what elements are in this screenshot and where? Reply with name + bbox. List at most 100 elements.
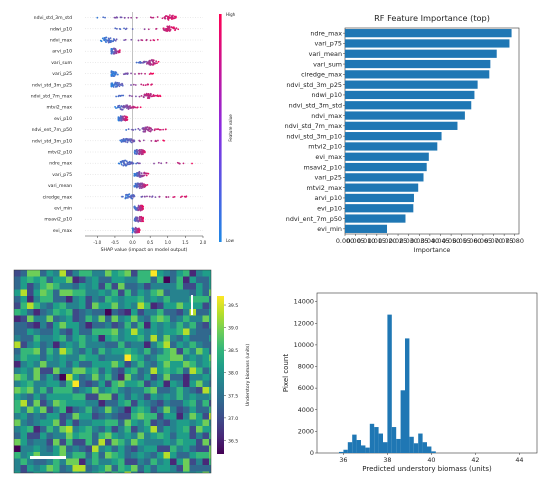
map-cell (98, 393, 105, 400)
map-cell (170, 302, 177, 309)
map-cell (137, 367, 144, 374)
map-cell (196, 419, 203, 426)
map-cell (170, 296, 177, 303)
map-cell (79, 445, 86, 452)
map-cell (118, 296, 125, 303)
map-cell (202, 341, 209, 348)
map-cell (170, 445, 177, 452)
map-cell (105, 328, 112, 335)
y-tick-label: 6000 (298, 384, 314, 392)
map-cell (137, 393, 144, 400)
shap-point (136, 229, 139, 231)
shap-point (141, 219, 144, 222)
map-cell (202, 465, 209, 472)
map-cell (53, 367, 60, 374)
map-cell (176, 387, 183, 394)
map-cell (33, 458, 40, 465)
map-cell (144, 276, 151, 283)
shap-point (154, 128, 156, 131)
shap-point (173, 195, 176, 198)
map-cell (157, 302, 164, 309)
map-cell (33, 439, 40, 446)
map-cell (85, 406, 92, 413)
shap-point (132, 229, 134, 232)
map-cell (118, 335, 125, 342)
x-tick-label: 38 (383, 456, 391, 464)
map-cell (131, 374, 138, 381)
shap-point (156, 128, 158, 131)
map-cell (131, 471, 138, 473)
map-cell (209, 315, 211, 322)
map-cell (79, 374, 86, 381)
map-cell (20, 426, 27, 433)
map-cell (209, 276, 211, 283)
map-cell (105, 270, 112, 277)
colorbar-high-label: High (226, 12, 236, 17)
map-cell (53, 374, 60, 381)
y-tick-label: 8000 (298, 363, 314, 371)
shap-point (105, 38, 108, 41)
map-cell (131, 309, 138, 316)
map-cell (14, 335, 21, 342)
map-cell (118, 283, 125, 290)
map-cell (189, 387, 196, 394)
shap-point (130, 84, 132, 86)
map-cell (170, 283, 177, 290)
shap-point (134, 106, 137, 109)
map-cell (189, 270, 196, 277)
map-cell (124, 393, 131, 400)
shap-point (161, 17, 164, 20)
map-cell (79, 465, 86, 472)
map-cell (98, 400, 105, 407)
cb-tick-label: 39.0 (228, 326, 238, 332)
map-cell (196, 406, 203, 413)
map-cell (33, 296, 40, 303)
map-cell (92, 289, 99, 296)
shap-point (139, 175, 141, 178)
map-cell (124, 400, 131, 407)
shap-point (151, 83, 153, 86)
map-cell (183, 426, 190, 433)
map-cell (118, 452, 125, 459)
shap-point (183, 195, 186, 198)
map-colorbar (217, 296, 224, 454)
map-cell (59, 276, 66, 283)
map-cell (137, 432, 144, 439)
shap-point (152, 61, 154, 63)
chart-title: RF Feature Importance (top) (374, 13, 490, 23)
map-cell (124, 302, 131, 309)
map-cell (202, 413, 209, 420)
scale-bar (30, 456, 66, 459)
map-cell (202, 328, 209, 335)
map-cell (79, 413, 86, 420)
map-cell (98, 439, 105, 446)
map-cell (92, 393, 99, 400)
map-cell (183, 348, 190, 355)
map-cell (53, 354, 60, 361)
map-cell (183, 413, 190, 420)
shap-point (145, 60, 147, 63)
map-cell (170, 289, 177, 296)
map-cell (66, 432, 73, 439)
histogram-bar (400, 390, 405, 453)
shap-point (151, 196, 153, 198)
shap-point (144, 195, 146, 198)
map-cell (124, 341, 131, 348)
map-cell (27, 380, 34, 387)
category-label: mtvi2_max (307, 184, 343, 192)
map-cell (105, 374, 112, 381)
map-cell (144, 296, 151, 303)
map-cell (79, 283, 86, 290)
map-cell (124, 471, 131, 473)
map-cell (118, 361, 125, 368)
map-cell (79, 302, 86, 309)
map-cell (137, 309, 144, 316)
map-cell (33, 289, 40, 296)
shap-point (157, 60, 160, 63)
map-cell (98, 465, 105, 472)
map-cell (79, 432, 86, 439)
shap-point (137, 182, 140, 185)
map-cell (14, 361, 21, 368)
map-cell (79, 387, 86, 394)
map-cell (150, 283, 157, 290)
